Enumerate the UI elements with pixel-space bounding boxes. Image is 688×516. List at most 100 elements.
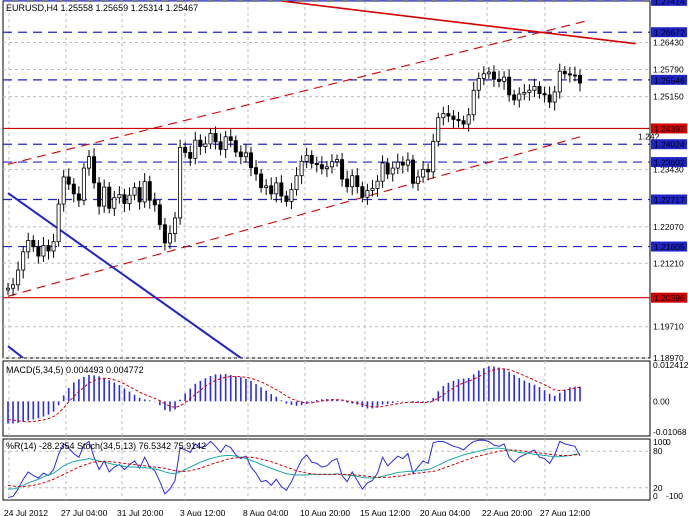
candle-body [365,190,370,198]
time-tick-label: 31 Jul 20:00 [117,508,164,516]
candle-body [102,186,107,207]
macd-tick-label: 0.00 [653,396,670,406]
candle-body [350,175,355,188]
candle-body [497,78,502,82]
candle-body [557,70,562,93]
candle-body [527,89,532,93]
price-tick-label: 1.18970 [653,353,684,363]
candle-body [314,163,319,166]
candle-body [243,152,248,158]
macd-label: MACD(5,34,5) 0.004493 0.004772 [6,365,144,375]
candle-body [416,176,421,184]
price-tag-label: 1.24024 [654,140,685,150]
main-title: EURUSD,H4 1.25558 1.25659 1.25314 1.2546… [6,3,199,13]
candle-body [441,113,446,119]
stoch-signal-line [7,449,581,488]
candle-body [360,186,365,198]
candle-body [51,241,56,252]
candle-body [355,175,360,188]
price-tag-box [651,74,687,85]
candle-body [269,185,274,195]
price-tick-label: 1.21210 [653,258,684,268]
price-tag-label: 1.20396 [654,293,685,303]
candle-body [193,139,198,159]
candle-body [218,141,223,150]
candle-body [329,161,334,168]
macd-panel-frame [2,360,651,437]
candle-body [421,168,426,178]
osc-tick-label: 80 [653,446,663,456]
candle-body [340,159,345,180]
candle-body [198,139,203,147]
oscillator-label: %R(14) -28.2354 Stoch(34,5,13) 76.5342 7… [6,441,207,451]
price-tag-label: 1.23602 [654,158,685,168]
time-tick-label: 20 Aug 04:00 [420,508,470,516]
candle-body [547,94,552,103]
candle-body [213,132,218,143]
price-tag-box [651,139,687,150]
price-panel-frame [2,0,651,359]
candle-body [92,156,97,184]
candle-body [56,203,61,243]
osc-wpr-tick-label: -100 [666,491,683,501]
candle-body [178,146,183,219]
candle-body [41,245,46,257]
blue-trendline [7,192,242,358]
price-tag-label: 1.27414 [654,0,685,6]
candle-body [36,246,41,257]
candle-body [76,193,81,201]
candle-body [188,152,193,159]
price-tag-box [651,292,687,303]
candle-body [304,154,309,162]
candle-body [147,181,152,201]
price-tag-box [651,123,687,134]
price-tag-box [651,0,687,6]
candle-body [46,245,51,252]
candle-body [264,185,269,188]
time-tick-label: 27 Jul 04:00 [61,508,108,516]
time-tick-label: 15 Aug 12:00 [360,508,410,516]
candle-body [279,182,284,197]
candle-body [228,136,233,141]
candle-body [203,143,208,147]
candle-body [466,114,471,125]
candle-body [319,164,324,169]
candle-body [436,117,441,142]
candle-body [375,180,380,189]
candle-body [572,74,577,77]
candle-body [11,284,16,289]
price-tick-label: 1.25150 [653,92,684,102]
price-tag-label: 1.26672 [654,28,685,38]
candle-body [183,146,188,153]
candle-body [259,173,264,188]
macd-signal-line [7,368,581,423]
candle-body [173,217,178,235]
stoch-main-line [8,447,581,490]
price-tag-label: 1.22717 [654,195,685,205]
candle-body [562,70,567,75]
candle-body [248,152,253,169]
candle-body [512,94,517,101]
candle-body [335,159,340,163]
candle-body [142,181,147,203]
candle-body [299,160,304,177]
candle-body [405,159,410,166]
candle-body [324,166,329,169]
channel-lower-line [7,134,586,297]
candle-body [132,187,137,196]
price-drawings [6,1,636,358]
candle-body [294,175,299,191]
candle-body [456,119,461,122]
candle-body [112,197,117,209]
candle-body [254,167,259,175]
red-trendline [281,1,636,45]
candle-body [309,154,314,164]
candle-body [223,136,228,150]
price-tag-box [651,27,687,38]
candle-body [71,183,76,195]
candle-body [117,194,122,199]
candle-body [31,240,36,248]
oscillator-panel-frame [2,438,651,501]
